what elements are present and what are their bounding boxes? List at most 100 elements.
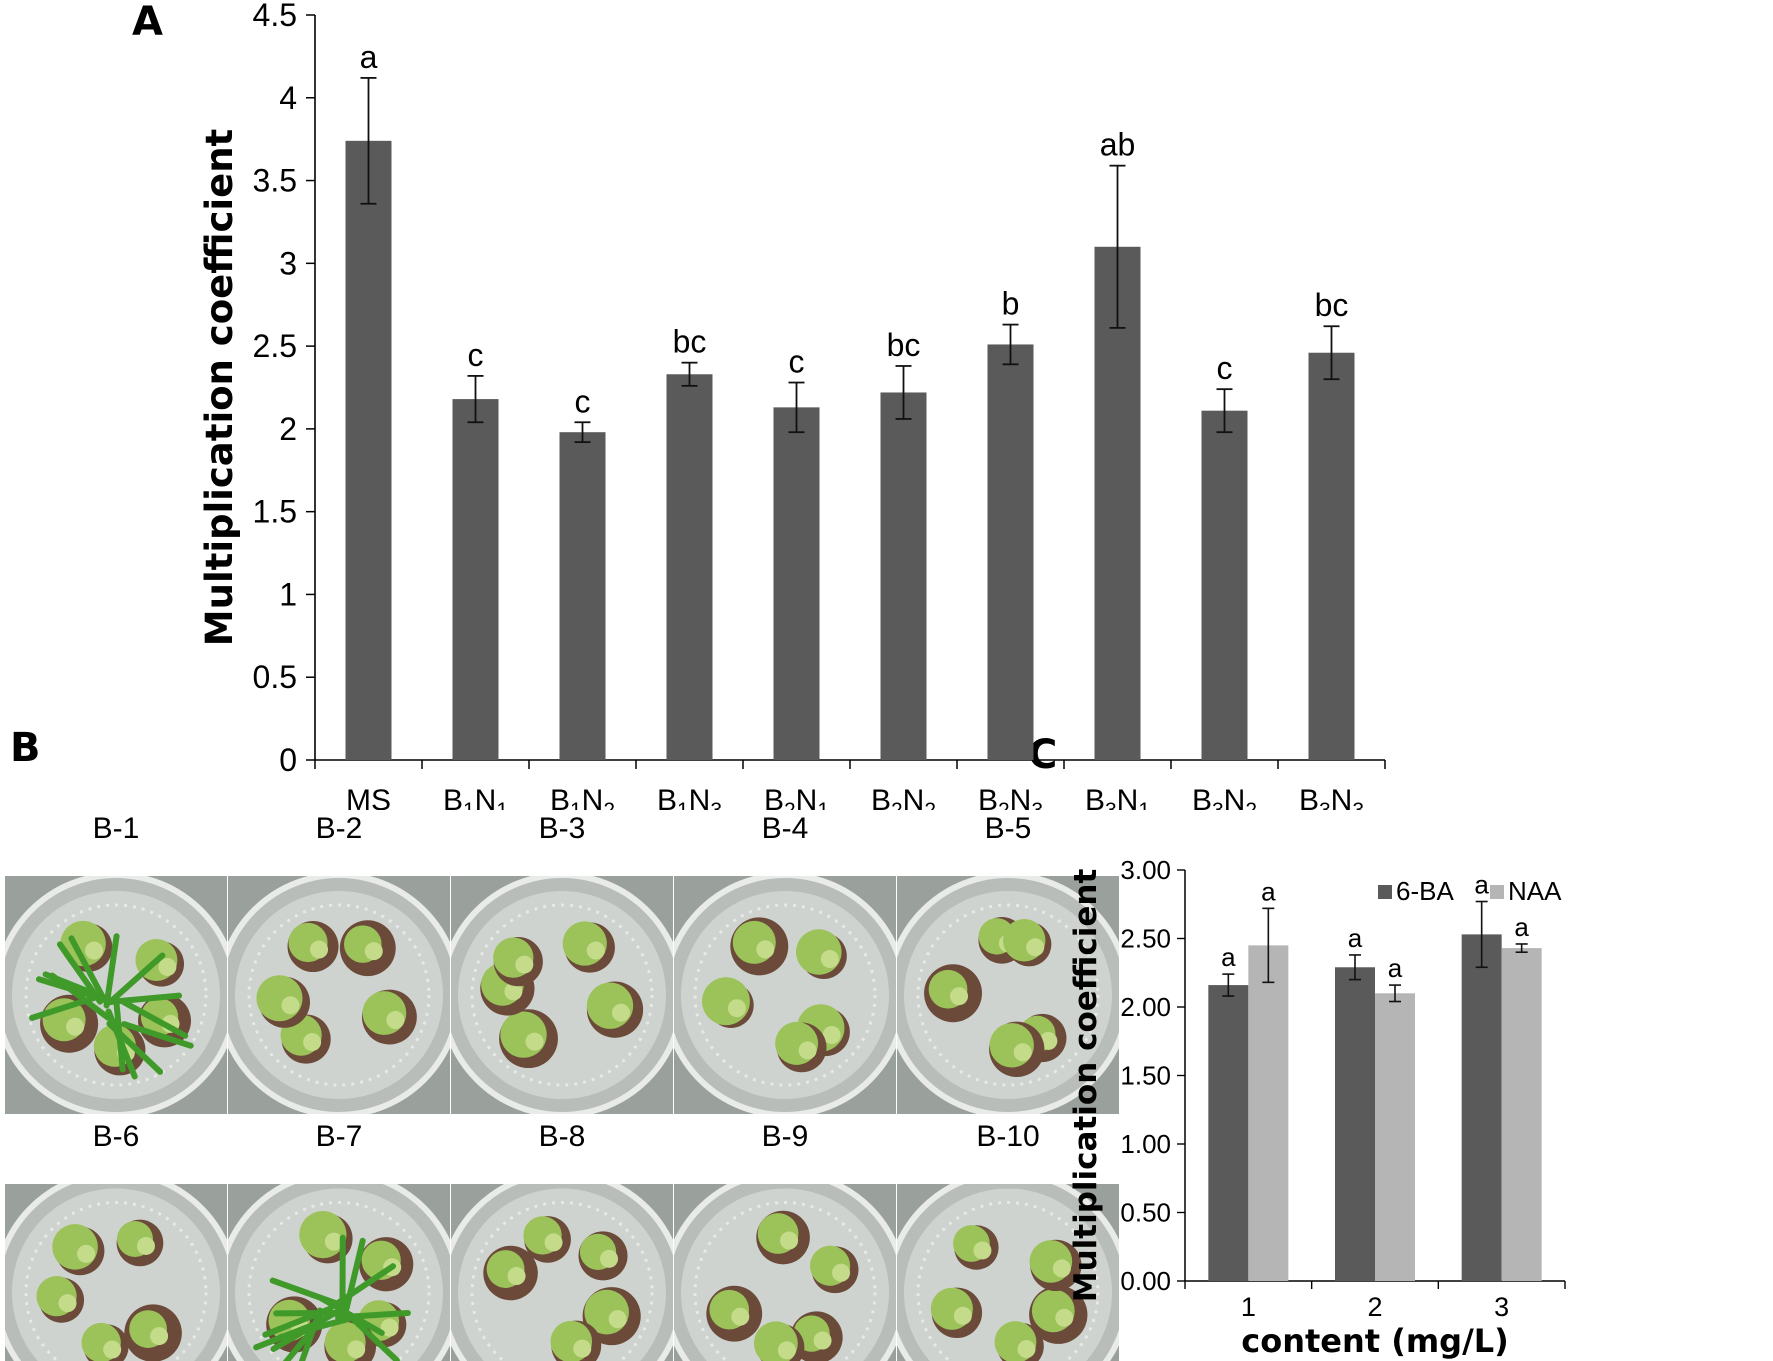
bar (880, 392, 927, 760)
y-axis-label: Multiplication coefficient (198, 129, 241, 646)
x-tick-label: 1 (1241, 1292, 1256, 1322)
callus-highlight (281, 996, 300, 1015)
shoot-leaf (103, 933, 120, 1009)
dish-ridge (693, 903, 877, 1087)
culture-dish-photo (5, 1184, 227, 1361)
x-tick-label-n: N (582, 784, 604, 810)
x-tick-label: B3N3 (1299, 784, 1364, 810)
y-tick-label: 4.5 (253, 0, 297, 33)
callus-highlight (798, 1041, 817, 1060)
callus-highlight (822, 1025, 841, 1044)
x-axis-label: content (mg/L) (1241, 1322, 1509, 1360)
shoot-leaf (107, 952, 166, 1006)
callus-highlight (310, 940, 329, 959)
callus-highlight (58, 1294, 77, 1313)
significance-label: a (1348, 923, 1363, 953)
y-tick-label: 3.5 (253, 163, 297, 199)
shoot-leaf (105, 1008, 138, 1080)
shoot-leaf (120, 999, 189, 1039)
x-tick-label-b-sub: 1 (570, 799, 582, 810)
callus-highlight (950, 987, 969, 1006)
callus-highlight (832, 1263, 851, 1282)
dish-illustration (451, 1184, 673, 1361)
bar (345, 140, 392, 761)
shoot-leaf (68, 935, 108, 1004)
callus-highlight (1055, 1308, 1074, 1327)
dish-ridge (247, 1201, 431, 1361)
culture-dish-photo (674, 1184, 896, 1361)
bar-6ba (1335, 967, 1375, 1281)
legend-label: 6-BA (1396, 876, 1454, 906)
significance-label: a (1261, 876, 1276, 906)
x-tick-label-n: N (1117, 784, 1139, 810)
callus-clump (702, 977, 750, 1026)
x-tick-label: B1N1 (443, 784, 508, 810)
significance-label: a (1221, 942, 1236, 972)
photo-label: B-4 (761, 812, 809, 845)
callus-highlight (1017, 1340, 1036, 1359)
x-tick-label: 3 (1494, 1292, 1509, 1322)
y-tick-label: 1.5 (253, 494, 297, 530)
y-tick-label: 2.5 (253, 328, 297, 364)
shoot-leaf (121, 1021, 194, 1049)
dish-ridge (24, 1201, 208, 1361)
x-tick-label-b: B (1192, 784, 1212, 810)
dish-illustration (897, 1184, 1119, 1361)
x-tick-label-b: B (1299, 784, 1319, 810)
callus-highlight (600, 1249, 619, 1268)
dish-ridge (916, 1201, 1100, 1361)
callus-highlight (515, 955, 534, 974)
x-tick-label: B2N3 (978, 784, 1043, 810)
significance-label: ab (1100, 127, 1136, 163)
legend-swatch (1378, 885, 1392, 899)
shoot-leaf (335, 1309, 411, 1321)
bar (452, 399, 499, 760)
significance-label: bc (673, 324, 707, 360)
shoot-leaf (49, 972, 112, 1021)
shoot-leaf (342, 1309, 400, 1361)
legend-swatch (1490, 885, 1504, 899)
dish-ridge (470, 1201, 654, 1361)
callus-highlight (777, 1341, 796, 1360)
callus-highlight (731, 1307, 750, 1326)
x-tick-label: B3N2 (1192, 784, 1257, 810)
callus-highlight (103, 1340, 122, 1359)
callus-highlight (573, 1339, 592, 1358)
x-tick-label-n-sub: 3 (710, 799, 722, 810)
culture-dish-photo (451, 876, 673, 1114)
callus-highlight (1026, 938, 1045, 957)
bar-6ba (1461, 934, 1502, 1281)
x-tick-label-n-sub: 1 (1138, 799, 1150, 810)
photo-label: B-5 (984, 812, 1032, 845)
x-tick-label-b-sub: 3 (1319, 799, 1331, 810)
culture-photo-grid: B-1 B-2 B-3 B-4 B-5 B-6 B-7 B-8 B-9 B-10 (0, 812, 1130, 1361)
x-tick-label: B1N3 (657, 784, 722, 810)
callus-highlight (544, 1233, 563, 1252)
dish-ridge (470, 903, 654, 1087)
callus-highlight (525, 1032, 544, 1051)
x-tick-label: B2N2 (871, 784, 936, 810)
photo-label: B-10 (976, 1120, 1040, 1153)
culture-dish-photo (451, 1184, 673, 1361)
x-tick-label-n-sub: 2 (603, 799, 615, 810)
bar-6ba (1208, 985, 1249, 1281)
x-tick-label-n: N (475, 784, 497, 810)
bar-naa (1501, 948, 1542, 1281)
callus-highlight (612, 1003, 631, 1022)
callus-highlight (303, 1033, 322, 1052)
callus-highlight (504, 982, 523, 1001)
callus-highlight (347, 1340, 366, 1359)
significance-label: c (789, 344, 805, 380)
callus-highlight (150, 1327, 169, 1346)
callus-highlight (813, 1331, 832, 1350)
callus-highlight (77, 1244, 96, 1263)
x-tick-label-n: N (1224, 784, 1246, 810)
x-tick-label-b: B (550, 784, 570, 810)
bar-naa (1375, 993, 1415, 1281)
callus-highlight (973, 1241, 992, 1260)
x-tick-label-n: N (1331, 784, 1353, 810)
photo-label: B-2 (315, 812, 363, 845)
culture-dish-photo (897, 1184, 1119, 1361)
bar-naa (1248, 945, 1289, 1281)
x-tick-label: B2N1 (764, 784, 829, 810)
